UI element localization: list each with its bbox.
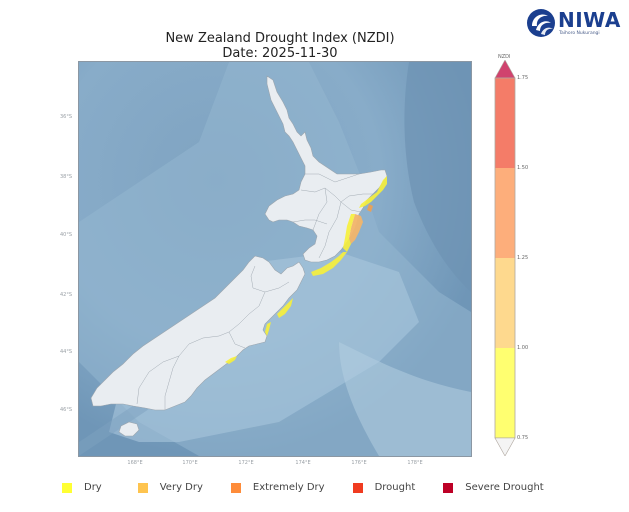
colorbar-under-triangle <box>494 437 516 456</box>
drought-map <box>78 61 472 457</box>
drought-areas <box>225 176 387 364</box>
colorbar-band-1-50-1-75 <box>495 78 515 168</box>
chart-title: New Zealand Drought Index (NZDI) Date: 2… <box>150 31 410 61</box>
x-tick-172e: 172°E <box>238 460 254 466</box>
legend-swatch-severe-drought <box>443 482 454 493</box>
y-tick-40s: 40°S <box>59 232 72 238</box>
colorbar-band-1-00-1-25 <box>495 258 515 348</box>
area-wairarapa-dry <box>311 252 347 276</box>
category-legend: Dry Very Dry Extremely Dry Drought Sever… <box>62 482 568 493</box>
legend-label-extremely-dry: Extremely Dry <box>252 482 325 493</box>
legend-label-very-dry: Very Dry <box>159 482 203 493</box>
area-kaikoura-dry <box>265 322 271 336</box>
legend-label-severe-drought: Severe Drought <box>465 482 544 493</box>
colorbar-band-1-25-1-50 <box>495 168 515 258</box>
colorbar-tick-1-75: 1.75 <box>517 75 529 81</box>
niwa-logo: NIWA Taihoro Nukurangi <box>526 4 626 42</box>
area-hawkes-bay-very-dry <box>349 214 363 244</box>
x-tick-174e: 174°E <box>295 460 311 466</box>
map-canvas <box>79 62 471 456</box>
colorbar-tick-1-25: 1.25 <box>517 255 529 261</box>
legend-item-very-dry: Very Dry <box>137 482 203 493</box>
colorbar <box>494 60 516 456</box>
niwa-swirl-icon <box>527 9 555 37</box>
title-line-2: Date: 2025-11-30 <box>222 46 338 61</box>
y-tick-38s: 38°S <box>59 174 72 180</box>
legend-label-dry: Dry <box>84 482 102 493</box>
y-tick-36s: 36°S <box>59 114 72 120</box>
north-island-boundaries <box>292 173 373 259</box>
legend-item-dry: Dry <box>62 482 102 493</box>
stewart-island <box>118 421 140 437</box>
area-south-canterbury-dry <box>225 356 237 364</box>
x-tick-170e: 170°E <box>182 460 198 466</box>
legend-item-extremely-dry: Extremely Dry <box>230 482 325 493</box>
colorbar-band-0-75-1-00 <box>495 348 515 438</box>
logo-tagline: Taihoro Nukurangi <box>559 31 600 36</box>
area-gisborne-dry <box>359 176 387 208</box>
colorbar-tick-1-00: 1.00 <box>517 345 529 351</box>
kermadec-trench <box>404 62 471 292</box>
chatham-rise <box>339 342 471 456</box>
x-tick-178e: 178°E <box>407 460 423 466</box>
colorbar-over-triangle <box>494 60 516 79</box>
south-island-boundaries <box>136 265 290 410</box>
legend-item-severe-drought: Severe Drought <box>443 482 544 493</box>
legend-swatch-extremely-dry <box>230 482 241 493</box>
colorbar-tick-1-50: 1.50 <box>517 165 529 171</box>
colorbar-title: NZDI <box>498 54 511 60</box>
legend-swatch-very-dry <box>137 482 148 493</box>
logo-name: NIWA <box>558 8 621 32</box>
legend-item-drought: Drought <box>352 482 416 493</box>
x-tick-176e: 176°E <box>351 460 367 466</box>
y-tick-44s: 44°S <box>59 349 72 355</box>
area-marlborough-dry <box>277 298 293 318</box>
south-island <box>90 255 306 411</box>
y-tick-46s: 46°S <box>59 407 72 413</box>
title-line-1: New Zealand Drought Index (NZDI) <box>165 31 395 46</box>
area-mahia-extremely-dry <box>367 204 373 212</box>
legend-label-drought: Drought <box>374 482 416 493</box>
legend-swatch-drought <box>352 482 363 493</box>
x-tick-168e: 168°E <box>127 460 143 466</box>
colorbar-tick-0-75: 0.75 <box>517 435 529 441</box>
y-tick-42s: 42°S <box>59 292 72 298</box>
area-hawkes-bay-dry <box>343 214 355 252</box>
legend-swatch-dry <box>62 482 72 493</box>
